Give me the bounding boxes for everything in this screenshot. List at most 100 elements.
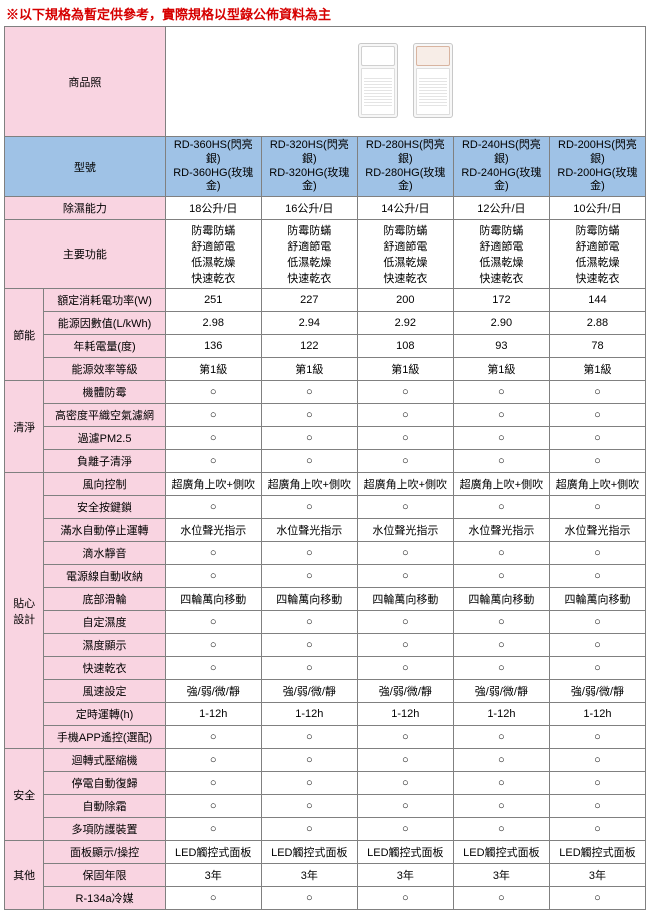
cell: ○ bbox=[549, 657, 645, 680]
table-row: 節能額定消耗電功率(W)251227200172144 bbox=[5, 289, 646, 312]
cell: 2.88 bbox=[549, 312, 645, 335]
cell: 3年 bbox=[261, 864, 357, 887]
capacity-label: 除濕能力 bbox=[5, 197, 166, 220]
cell: ○ bbox=[165, 887, 261, 910]
cell: ○ bbox=[165, 381, 261, 404]
cell: ○ bbox=[357, 381, 453, 404]
cell: 122 bbox=[261, 335, 357, 358]
row-label: 多項防護裝置 bbox=[44, 818, 165, 841]
cell: ○ bbox=[549, 818, 645, 841]
cell: ○ bbox=[357, 565, 453, 588]
cell: ○ bbox=[165, 772, 261, 795]
cell: ○ bbox=[549, 381, 645, 404]
cell: ○ bbox=[549, 496, 645, 519]
cell: ○ bbox=[453, 749, 549, 772]
cell: ○ bbox=[261, 450, 357, 473]
cell: 超廣角上吹+側吹 bbox=[261, 473, 357, 496]
table-row: 底部滑輪四輪萬向移動四輪萬向移動四輪萬向移動四輪萬向移動四輪萬向移動 bbox=[5, 588, 646, 611]
table-row: 滴水靜音○○○○○ bbox=[5, 542, 646, 565]
spec-table: 商品照 型號 RD-360HS(閃亮銀)RD-360HG(玫瑰金) RD-320… bbox=[4, 26, 646, 910]
cell: ○ bbox=[165, 749, 261, 772]
cell: 第1級 bbox=[453, 358, 549, 381]
cell: 172 bbox=[453, 289, 549, 312]
preliminary-spec-notice: ※以下規格為暫定供參考，實際規格以型錄公佈資料為主 bbox=[6, 4, 646, 23]
cell: ○ bbox=[165, 795, 261, 818]
cell: ○ bbox=[549, 795, 645, 818]
row-label: 能源因數值(L/kWh) bbox=[44, 312, 165, 335]
row-label: 安全按鍵鎖 bbox=[44, 496, 165, 519]
row-label: 年耗電量(度) bbox=[44, 335, 165, 358]
cell: 2.98 bbox=[165, 312, 261, 335]
cell: ○ bbox=[453, 565, 549, 588]
cell: ○ bbox=[357, 496, 453, 519]
cell: ○ bbox=[165, 565, 261, 588]
category-其他: 其他 bbox=[5, 841, 44, 910]
cell: ○ bbox=[165, 427, 261, 450]
row-label: 面板顯示/操控 bbox=[44, 841, 165, 864]
category-貼心設計: 貼心設計 bbox=[5, 473, 44, 749]
cell: ○ bbox=[453, 818, 549, 841]
cell: ○ bbox=[165, 450, 261, 473]
row-label: 能源效率等級 bbox=[44, 358, 165, 381]
row-label: 定時運轉(h) bbox=[44, 703, 165, 726]
row-label: 風速設定 bbox=[44, 680, 165, 703]
product-photo-cell bbox=[165, 27, 645, 137]
cell: 1-12h bbox=[357, 703, 453, 726]
table-row: 自動除霜○○○○○ bbox=[5, 795, 646, 818]
table-row: 負離子清淨○○○○○ bbox=[5, 450, 646, 473]
cell: 3年 bbox=[549, 864, 645, 887]
model-col-0: RD-360HS(閃亮銀)RD-360HG(玫瑰金) bbox=[165, 137, 261, 197]
cell: ○ bbox=[165, 542, 261, 565]
table-row: 手機APP遙控(選配)○○○○○ bbox=[5, 726, 646, 749]
cell: 四輪萬向移動 bbox=[261, 588, 357, 611]
cell: ○ bbox=[453, 634, 549, 657]
cell: ○ bbox=[357, 749, 453, 772]
category-節能: 節能 bbox=[5, 289, 44, 381]
cell: ○ bbox=[453, 611, 549, 634]
cell: 1-12h bbox=[261, 703, 357, 726]
cell: ○ bbox=[357, 772, 453, 795]
cell: ○ bbox=[357, 404, 453, 427]
table-row: 貼心設計風向控制超廣角上吹+側吹超廣角上吹+側吹超廣角上吹+側吹超廣角上吹+側吹… bbox=[5, 473, 646, 496]
cell: 第1級 bbox=[549, 358, 645, 381]
table-row: 滿水自動停止運轉水位聲光指示水位聲光指示水位聲光指示水位聲光指示水位聲光指示 bbox=[5, 519, 646, 542]
cell: ○ bbox=[453, 381, 549, 404]
cell: 第1級 bbox=[165, 358, 261, 381]
table-row: 年耗電量(度)1361221089378 bbox=[5, 335, 646, 358]
cell: ○ bbox=[357, 657, 453, 680]
table-row: 保固年限3年3年3年3年3年 bbox=[5, 864, 646, 887]
cell: ○ bbox=[453, 427, 549, 450]
table-row: 停電自動復歸○○○○○ bbox=[5, 772, 646, 795]
cell: 水位聲光指示 bbox=[549, 519, 645, 542]
table-row: 其他面板顯示/操控LED觸控式面板LED觸控式面板LED觸控式面板LED觸控式面… bbox=[5, 841, 646, 864]
cell: ○ bbox=[453, 404, 549, 427]
cell: ○ bbox=[165, 496, 261, 519]
cell: ○ bbox=[357, 887, 453, 910]
row-label: 快速乾衣 bbox=[44, 657, 165, 680]
row-label: 額定消耗電功率(W) bbox=[44, 289, 165, 312]
cell: 超廣角上吹+側吹 bbox=[549, 473, 645, 496]
cell: LED觸控式面板 bbox=[261, 841, 357, 864]
cell: 水位聲光指示 bbox=[165, 519, 261, 542]
cell: ○ bbox=[261, 496, 357, 519]
row-label: 電源線自動收納 bbox=[44, 565, 165, 588]
cell: ○ bbox=[261, 772, 357, 795]
cell: ○ bbox=[549, 542, 645, 565]
row-label: 高密度平織空氣濾網 bbox=[44, 404, 165, 427]
cell: ○ bbox=[549, 726, 645, 749]
cell: ○ bbox=[453, 542, 549, 565]
cell: ○ bbox=[165, 657, 261, 680]
category-清淨: 清淨 bbox=[5, 381, 44, 473]
cell: ○ bbox=[261, 611, 357, 634]
cell: ○ bbox=[261, 565, 357, 588]
cell: ○ bbox=[549, 404, 645, 427]
table-row: 定時運轉(h)1-12h1-12h1-12h1-12h1-12h bbox=[5, 703, 646, 726]
cell: ○ bbox=[261, 404, 357, 427]
cell: ○ bbox=[549, 772, 645, 795]
cell: ○ bbox=[453, 887, 549, 910]
cell: ○ bbox=[453, 496, 549, 519]
table-row: 能源效率等級第1級第1級第1級第1級第1級 bbox=[5, 358, 646, 381]
cell: ○ bbox=[357, 450, 453, 473]
row-label: 機體防霉 bbox=[44, 381, 165, 404]
cell: LED觸控式面板 bbox=[453, 841, 549, 864]
